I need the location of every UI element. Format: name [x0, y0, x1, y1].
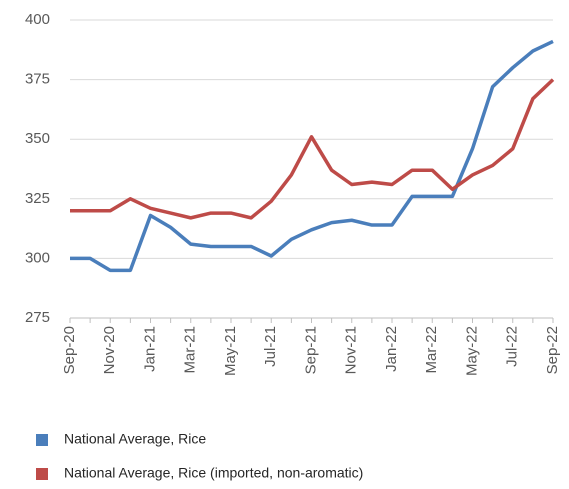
y-tick-label: 400 [25, 11, 50, 28]
x-tick-label: Sep-20 [61, 326, 78, 374]
x-tick-label: Jan-22 [383, 326, 400, 372]
series-line [70, 78, 555, 220]
y-tick-label: 300 [25, 249, 50, 266]
y-tick-label: 375 [25, 71, 50, 88]
legend-swatch [36, 468, 48, 480]
legend-label: National Average, Rice (imported, non-ar… [64, 465, 363, 481]
legend: National Average, Rice National Average, … [36, 431, 363, 481]
x-tick-label: Mar-21 [182, 326, 199, 374]
y-tick-label: 275 [25, 309, 50, 326]
legend-label: National Average, Rice [64, 431, 206, 447]
x-tick-label: May-21 [222, 326, 239, 376]
x-tick-label: Jul-21 [262, 326, 279, 367]
y-tick-label: 325 [25, 190, 50, 207]
x-tick-label: May-22 [463, 326, 480, 376]
x-tick-label: Nov-20 [101, 326, 118, 374]
x-tick-label: Jul-22 [504, 326, 521, 367]
x-tick-label: Sep-21 [302, 326, 319, 374]
x-tick-label: Nov-21 [343, 326, 360, 374]
series-line [70, 39, 554, 273]
legend-swatch [36, 434, 48, 446]
x-tick-label: Jan-21 [141, 326, 158, 372]
y-tick-label: 350 [25, 130, 50, 147]
x-tick-label: Sep-22 [544, 326, 561, 374]
x-tick-label: Mar-22 [423, 326, 440, 374]
